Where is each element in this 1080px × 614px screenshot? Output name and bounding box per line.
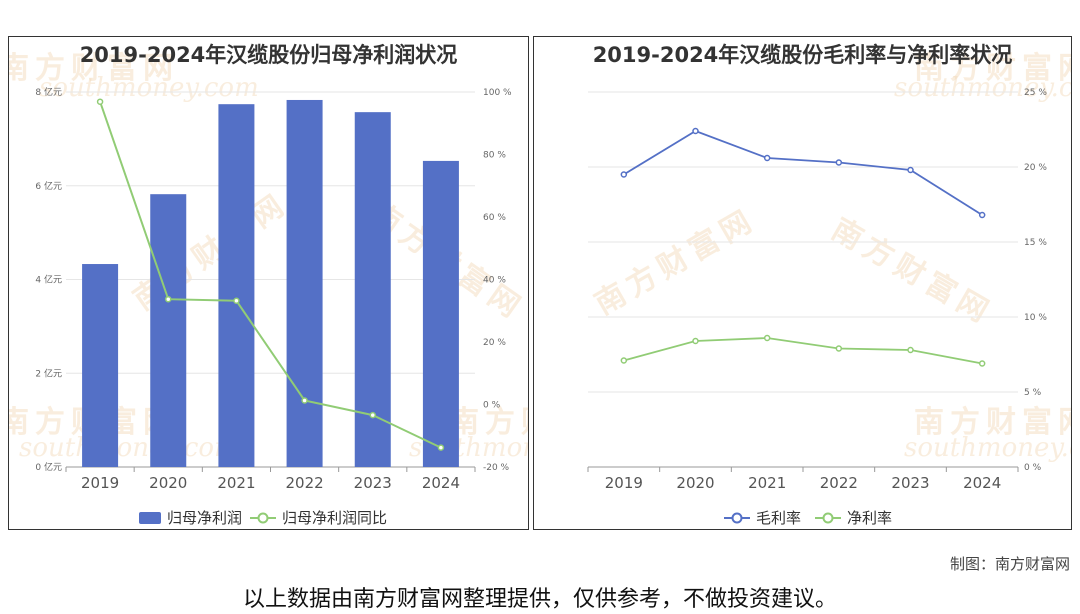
x-tick-label: 2022 (820, 474, 858, 492)
line-point (692, 127, 699, 135)
legend: 归母净利润 归母净利润同比 (139, 507, 387, 528)
y-tick-label-right: -20 % (483, 463, 510, 473)
y-tick-label-left: 6 亿元 (35, 180, 62, 192)
legend-swatch-line (815, 512, 842, 523)
x-tick-label: 2019 (81, 474, 119, 492)
x-tick-label: 2021 (748, 474, 786, 492)
line-point (369, 411, 376, 419)
y-tick-label-right: 15 % (1024, 238, 1047, 248)
x-tick-label: 2019 (605, 474, 643, 492)
margin-chart: 0 % 5 % 10 % 15 % 20 % 25 % 2019 2020 2021 2022 20… (587, 88, 1047, 492)
y-tick-label-right: 10 % (1024, 313, 1047, 323)
line-point (907, 166, 914, 174)
legend-item-gross: 毛利率 (724, 507, 801, 528)
y-tick-label-left: 2 亿元 (35, 367, 62, 379)
bar (422, 160, 459, 467)
line-point (978, 360, 986, 367)
series-line-gross-margin (623, 130, 983, 216)
y-tick-label-right: 0 % (1024, 463, 1042, 473)
legend-label: 归母净利润 (167, 509, 243, 527)
y-tick-label-right: 20 % (483, 338, 506, 348)
disclaimer-footer: 以上数据由南方财富网整理提供，仅供参考，不做投资建议。 (242, 587, 837, 612)
legend-swatch-line (250, 512, 277, 523)
bar (150, 194, 187, 467)
line-point (437, 444, 445, 451)
y-tick-label-right: 20 % (1024, 163, 1047, 173)
chart-credit: 制图：南方财富网 (949, 555, 1070, 573)
line-point (907, 346, 914, 354)
line-point (763, 334, 771, 342)
y-tick-label-right: 80 % (483, 151, 506, 161)
chart-title: 2019-2024年汉缆股份归母净利润状况 (79, 43, 458, 67)
y-tick-label-right: 100 % (483, 88, 512, 98)
legend-swatch-bar (139, 511, 161, 524)
bar (218, 104, 255, 467)
x-tick-label: 2021 (217, 474, 255, 492)
line-point (978, 211, 986, 219)
series-line-net-margin (623, 337, 983, 365)
legend-label: 净利率 (847, 509, 893, 527)
legend: 毛利率 净利率 (724, 507, 892, 528)
line-point (835, 345, 843, 352)
net-profit-chart: 0 亿元 2 亿元 4 亿元 6 亿元 8 亿元 -20 % 0 % 20 % 40 % 60 %… (35, 86, 512, 492)
x-tick-label: 2022 (285, 474, 323, 492)
x-tick-label: 2024 (422, 474, 460, 492)
bar (286, 99, 323, 467)
line-point (763, 154, 771, 162)
legend-item-bar: 归母净利润 (139, 507, 242, 528)
bar (354, 112, 391, 467)
legend-label: 毛利率 (756, 509, 802, 527)
legend-swatch-line (724, 512, 750, 523)
line-point (620, 171, 628, 178)
chart-panel-net-profit: 南方财富网 southmoney.com 南方财富网 southmoney.co… (8, 36, 529, 530)
y-tick-label-right: 40 % (483, 276, 506, 286)
y-tick-label-right: 25 % (1024, 88, 1047, 98)
line-point (165, 295, 172, 303)
line-point (835, 159, 843, 166)
line-point (692, 337, 699, 345)
y-tick-label-right: 60 % (483, 213, 506, 223)
y-tick-label-left: 8 亿元 (35, 86, 62, 98)
legend-item-line: 归母净利润同比 (250, 507, 387, 528)
line-point (96, 98, 104, 105)
line-point (301, 397, 308, 404)
x-tick-label: 2024 (963, 474, 1001, 492)
line-point (620, 357, 628, 364)
y-tick-label-left: 0 亿元 (35, 461, 62, 473)
chart-title: 2019-2024年汉缆股份毛利率与净利率状况 (592, 43, 1013, 67)
x-tick-label: 2020 (676, 474, 714, 492)
bar (82, 264, 119, 467)
x-tick-label: 2020 (149, 474, 187, 492)
legend-item-net: 净利率 (815, 507, 892, 528)
y-tick-label-right: 5 % (1024, 388, 1042, 398)
y-tick-label-right: 0 % (483, 401, 501, 411)
x-tick-label: 2023 (891, 474, 929, 492)
legend-label: 归母净利润同比 (282, 509, 388, 527)
chart-panel-margins: 南方财富网 southmoney.com 南方财富网 southmoney.co… (533, 36, 1072, 530)
line-point (233, 297, 240, 304)
y-tick-label-left: 4 亿元 (35, 274, 62, 286)
x-tick-label: 2023 (354, 474, 392, 492)
series-line-yoy (99, 101, 442, 449)
